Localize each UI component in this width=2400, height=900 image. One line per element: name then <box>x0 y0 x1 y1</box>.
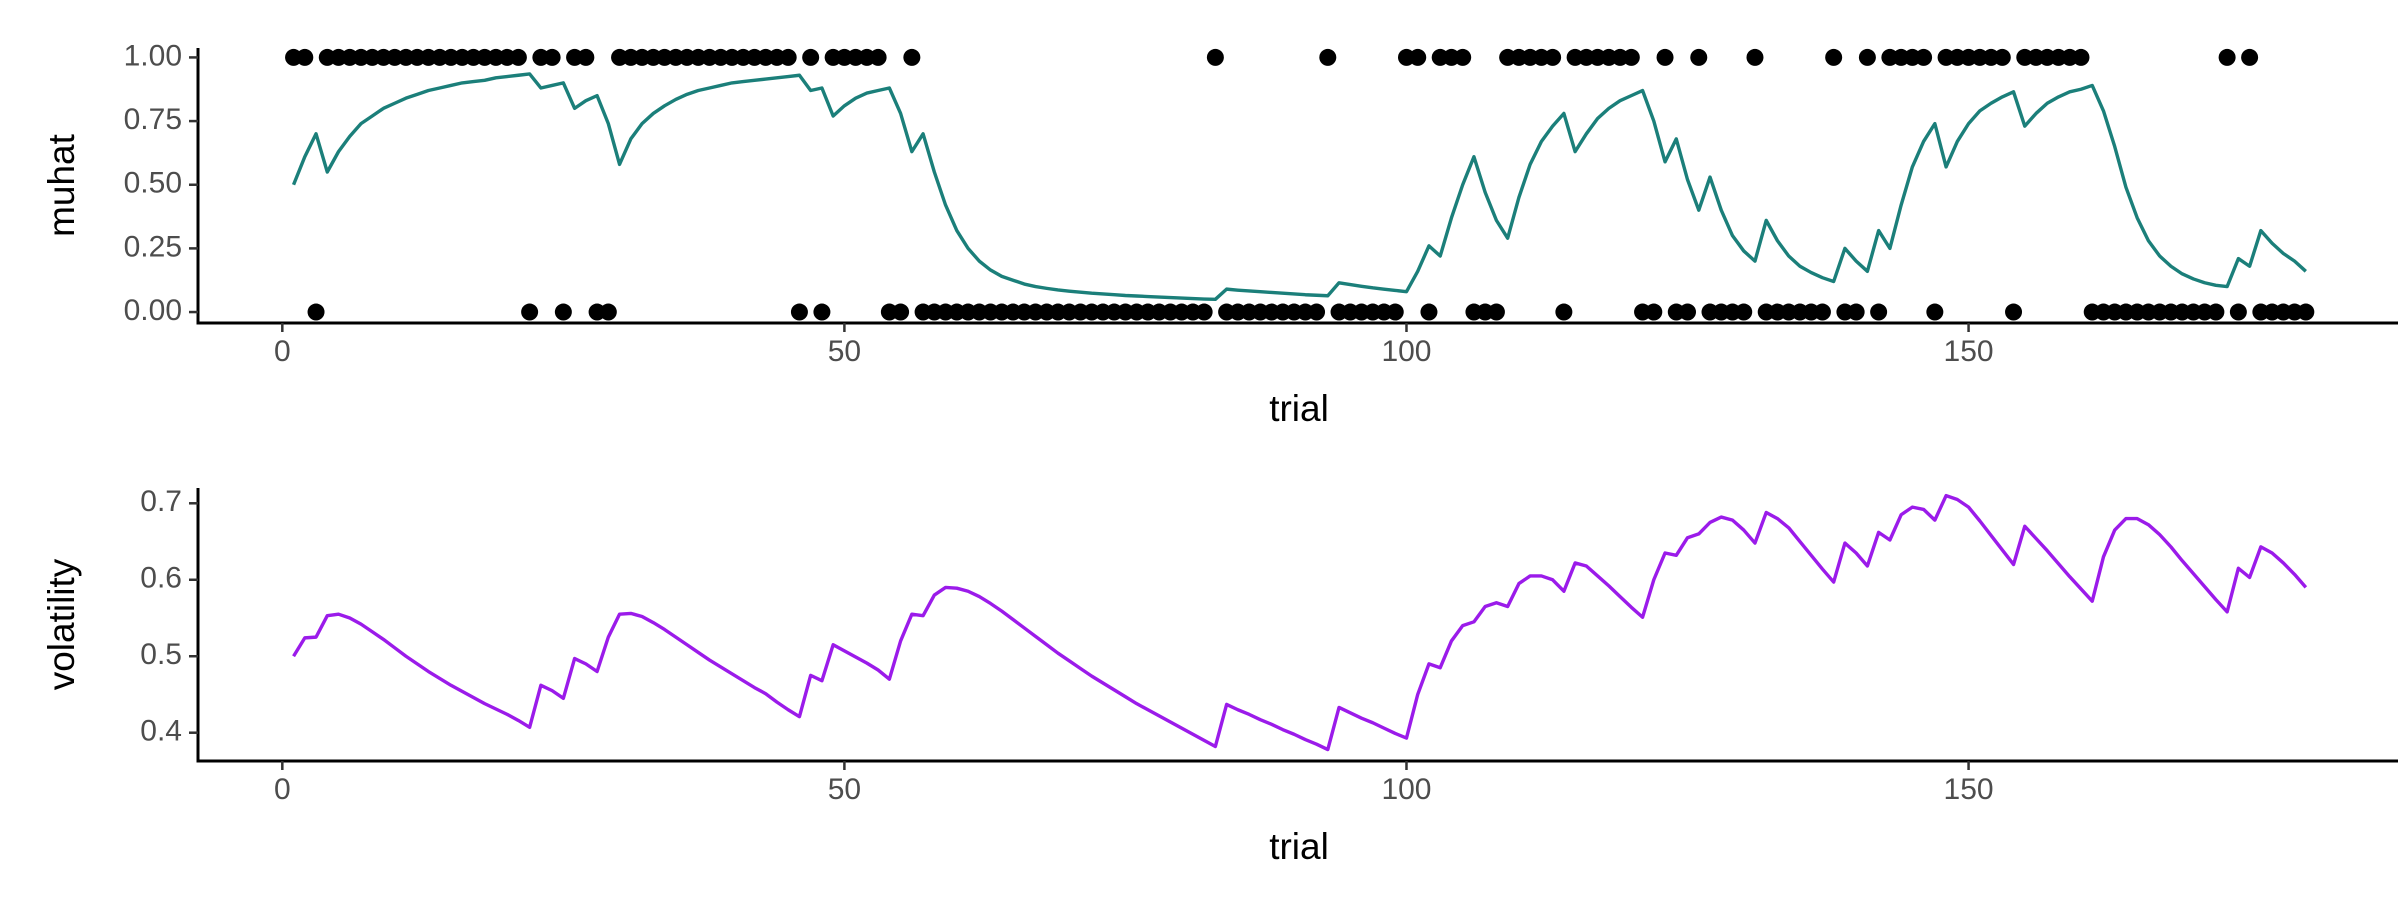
outcome-point <box>2229 303 2247 321</box>
outcome-point <box>1544 48 1562 66</box>
outcome-point <box>2005 303 2023 321</box>
y-tick-label: 1.00 <box>124 39 182 72</box>
outcome-point <box>1319 48 1337 66</box>
outcome-point <box>2297 303 2315 321</box>
x-axis-title: trial <box>1269 388 1329 429</box>
y-tick-label: 0.25 <box>124 230 182 263</box>
outcome-point <box>1847 303 1865 321</box>
outcome-point <box>2072 48 2090 66</box>
outcome-point <box>296 48 314 66</box>
outcome-point <box>892 303 910 321</box>
x-tick-label: 0 <box>274 773 291 806</box>
outcome-point <box>599 303 617 321</box>
y-tick-label: 0.5 <box>140 638 182 671</box>
y-axis-title: volatility <box>41 558 82 690</box>
x-tick-label: 50 <box>828 335 861 368</box>
outcome-point <box>1386 303 1404 321</box>
y-tick-label: 0.4 <box>140 715 182 748</box>
outcome-point <box>1622 48 1640 66</box>
outcome-point <box>1409 48 1427 66</box>
x-tick-label: 100 <box>1381 773 1431 806</box>
outcome-point <box>543 48 561 66</box>
outcome-point <box>790 303 808 321</box>
outcome-point <box>1454 48 1472 66</box>
outcome-point <box>1487 303 1505 321</box>
y-axis-title: muhat <box>41 133 82 237</box>
outcome-point <box>1206 48 1224 66</box>
outcome-point <box>1195 303 1213 321</box>
outcome-point <box>802 48 820 66</box>
y-tick-label: 0.7 <box>140 485 182 518</box>
outcome-point <box>1656 48 1674 66</box>
outcome-point <box>1420 303 1438 321</box>
outcome-point <box>1308 303 1326 321</box>
outcome-point <box>521 303 539 321</box>
x-tick-label: 150 <box>1944 335 1994 368</box>
outcome-point <box>1746 48 1764 66</box>
y-tick-label: 0.50 <box>124 167 182 200</box>
outcome-point <box>1825 48 1843 66</box>
outcome-point <box>1813 303 1831 321</box>
outcome-point <box>509 48 527 66</box>
series-line <box>292 493 2308 752</box>
outcome-point <box>1555 303 1573 321</box>
outcome-point <box>903 48 921 66</box>
y-tick-label: 0.6 <box>140 562 182 595</box>
outcome-point <box>1679 303 1697 321</box>
x-tick-label: 100 <box>1381 335 1431 368</box>
outcome-point <box>779 48 797 66</box>
outcome-point <box>577 48 595 66</box>
x-tick-label: 50 <box>828 773 861 806</box>
outcome-point <box>1870 303 1888 321</box>
outcome-point <box>1690 48 1708 66</box>
x-axis-title: trial <box>1269 826 1329 867</box>
outcome-point <box>1926 303 1944 321</box>
outcome-point <box>2207 303 2225 321</box>
outcome-point <box>2218 48 2236 66</box>
outcome-point <box>1858 48 1876 66</box>
series-line <box>291 72 2307 302</box>
y-tick-label: 0.75 <box>124 103 182 136</box>
outcome-point <box>1993 48 2011 66</box>
outcome-point <box>1645 303 1663 321</box>
outcome-point <box>869 48 887 66</box>
outcome-point <box>307 303 325 321</box>
y-tick-label: 0.00 <box>124 294 182 327</box>
outcome-point <box>2241 48 2259 66</box>
outcome-point <box>1735 303 1753 321</box>
outcome-point <box>1915 48 1933 66</box>
outcome-point <box>554 303 572 321</box>
outcome-point <box>813 303 831 321</box>
x-tick-label: 150 <box>1944 773 1994 806</box>
x-tick-label: 0 <box>274 335 291 368</box>
